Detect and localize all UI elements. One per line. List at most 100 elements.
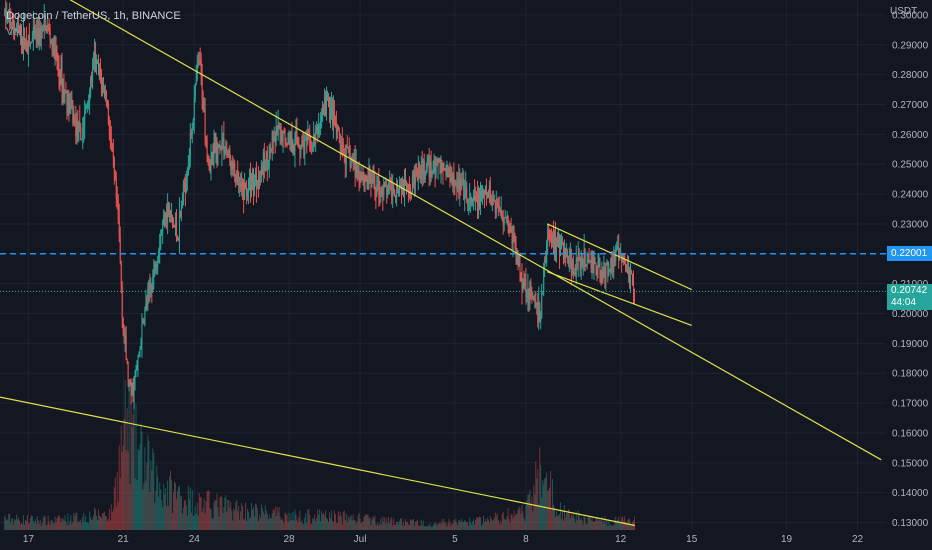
volume-bar (97, 520, 99, 530)
candle-body (253, 182, 255, 191)
volume-bar (303, 523, 305, 530)
trendline (69, 0, 882, 461)
volume-bar (490, 518, 492, 530)
volume-bar (527, 494, 529, 530)
candle-body (589, 261, 591, 263)
candle-body (466, 187, 468, 200)
volume-bar (220, 495, 222, 530)
candle-body (53, 38, 55, 59)
volume-bar (105, 516, 107, 530)
volume-bar (405, 522, 407, 530)
candle-body (341, 142, 343, 145)
volume-bar (180, 495, 182, 530)
candle-body (274, 136, 276, 142)
candle-body (61, 66, 63, 93)
volume-bar (487, 519, 489, 530)
volume-bar (305, 513, 307, 530)
candle-body (158, 250, 160, 263)
volume-bar (212, 518, 214, 530)
volume-bar (611, 525, 613, 530)
volume-bar (500, 523, 502, 530)
candle-body (452, 173, 454, 185)
candle-body (310, 142, 312, 150)
volume-bar (18, 516, 20, 530)
volume-bar (458, 520, 460, 530)
volume-bar (586, 523, 588, 530)
candle-body (526, 296, 528, 298)
candle-body (613, 252, 615, 273)
volume-bar (5, 518, 7, 530)
candle-body (618, 247, 620, 261)
time-axis[interactable]: 17 21 24 28 Jul 5 8 12 15 19 22 (0, 530, 932, 550)
candle-body (578, 252, 580, 262)
candle-body (514, 241, 516, 245)
candle-body (73, 116, 75, 124)
volume-bar (494, 512, 496, 530)
candle-body (522, 280, 524, 291)
volume-bar (461, 518, 463, 530)
volume-bar (221, 497, 223, 530)
candle-body (484, 185, 486, 195)
volume-bar (570, 514, 572, 530)
volume-bar (47, 515, 49, 530)
volume-bar (513, 510, 515, 530)
candle-body (455, 182, 457, 185)
candle-body (427, 156, 429, 159)
volume-bar (190, 512, 192, 530)
volume-bar (216, 493, 218, 530)
candle-body (22, 42, 24, 46)
volume-bar (375, 524, 377, 530)
horizontal-line[interactable] (0, 253, 886, 292)
candle-body (43, 18, 45, 29)
volume-bar (391, 516, 393, 530)
candle-body (100, 77, 102, 88)
candle-body (511, 231, 513, 245)
volume-bar (19, 520, 21, 530)
volume-bar (463, 522, 465, 530)
candle-body (98, 60, 100, 72)
candle-body (368, 169, 370, 184)
candle-body (49, 30, 51, 41)
volume-bar (207, 491, 209, 530)
candle-body (301, 140, 303, 148)
volume-bar (144, 447, 146, 530)
trendlines[interactable] (0, 0, 882, 527)
candle-body (376, 183, 378, 196)
volume-bar (386, 518, 388, 530)
volume-bar (165, 487, 167, 530)
candle-body (510, 227, 512, 232)
volume-bar (376, 525, 378, 530)
candle-body (91, 77, 93, 82)
candle-body (444, 168, 446, 171)
volume-bar (310, 524, 312, 530)
volume-bar (74, 515, 76, 530)
price-axis[interactable]: 0.13000 0.14000 0.15000 0.16000 0.17000 0.180… (886, 0, 932, 550)
candle-body (340, 142, 342, 153)
volume-bar (576, 520, 578, 530)
volume-bar (481, 524, 483, 530)
candle-body (592, 260, 594, 270)
volume-bar (35, 523, 37, 530)
volume-bar (399, 520, 401, 530)
candle-body (266, 151, 268, 170)
candle-body (214, 143, 216, 150)
volume-bar (336, 523, 338, 530)
candle-body (625, 263, 627, 269)
volume-bar (134, 478, 136, 530)
volume-bar (406, 521, 408, 530)
time-tick-label: 21 (118, 534, 130, 545)
candle-body (607, 262, 609, 277)
volume-bar (21, 522, 23, 530)
volume-bar (197, 515, 199, 530)
candle-body (369, 169, 371, 180)
candle-body (76, 121, 78, 137)
candle-body (37, 27, 39, 44)
volume-bar (630, 522, 632, 530)
candle-body (83, 125, 85, 129)
candle-body (193, 96, 195, 120)
volume-bar (210, 509, 212, 530)
volume-bar (520, 514, 522, 530)
volume-bar (600, 520, 602, 530)
volume-bar (84, 521, 86, 530)
